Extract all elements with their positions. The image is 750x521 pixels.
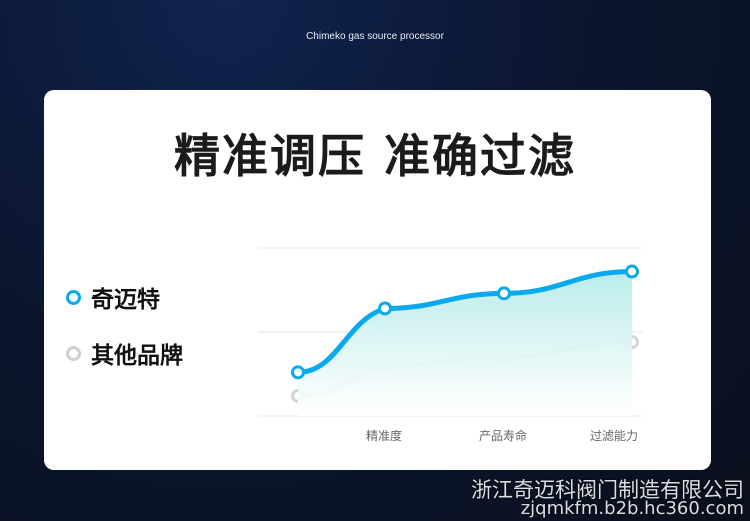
- x-tick-label: 精准度: [366, 428, 402, 443]
- legend-label: 奇迈特: [91, 287, 160, 313]
- page-title: 精准调压 准确过滤: [173, 129, 576, 183]
- x-tick-label: 产品寿命: [479, 428, 527, 443]
- data-point: [291, 365, 305, 380]
- data-point: [625, 264, 639, 279]
- data-point: [497, 286, 511, 301]
- watermark-site: zjqmkfm.b2b.hc360.com: [520, 498, 744, 519]
- series-area: [298, 271, 632, 416]
- legend-marker-icon: [66, 345, 81, 361]
- legend-label: 其他品牌: [91, 343, 183, 369]
- subtitle: Chimeko gas source processor: [306, 31, 444, 42]
- watermark-company: 浙江奇迈科阀门制造有限公司: [471, 478, 744, 502]
- series-line: [297, 269, 633, 375]
- legend-item-brand: 奇迈特: [66, 280, 160, 314]
- legend-item-other: 其他品牌: [66, 336, 183, 370]
- x-tick-label: 过滤能力: [590, 429, 638, 443]
- legend-marker-icon: [66, 289, 81, 305]
- data-point: [378, 301, 392, 316]
